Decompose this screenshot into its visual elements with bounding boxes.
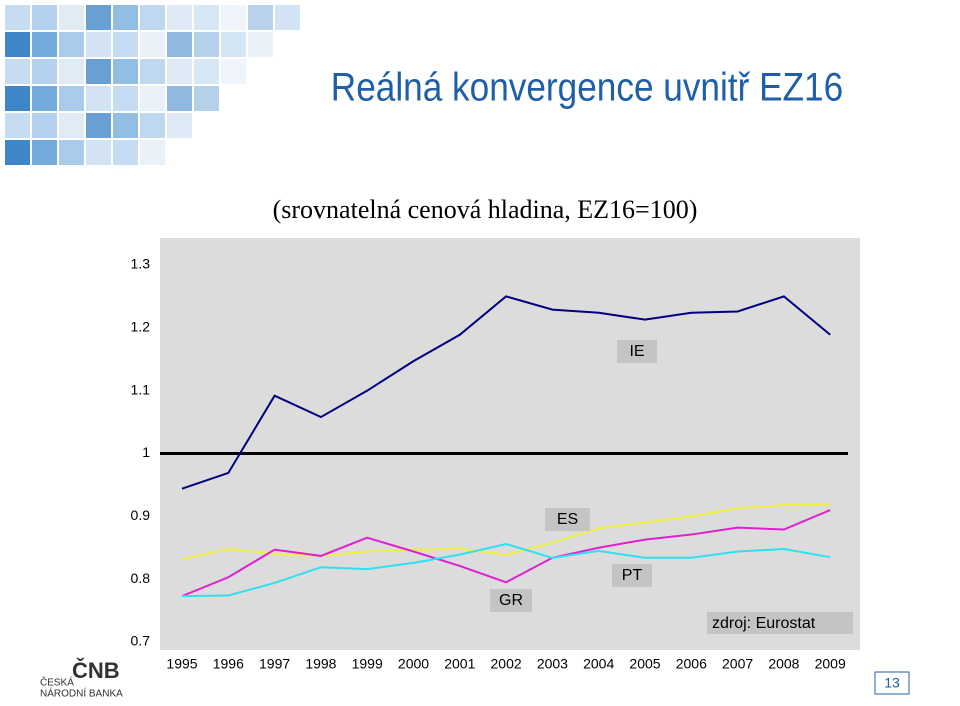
deco-square: [113, 113, 138, 138]
deco-square: [113, 140, 138, 165]
y-tick-label: 1.3: [131, 256, 151, 272]
deco-square: [167, 59, 192, 84]
deco-square: [221, 32, 246, 57]
x-tick-label: 2003: [537, 656, 568, 672]
x-tick-label: 2007: [722, 656, 753, 672]
annotation-box: [707, 612, 853, 634]
deco-square: [140, 5, 165, 30]
x-tick-label: 2001: [444, 656, 475, 672]
deco-square: [86, 113, 111, 138]
deco-square: [32, 86, 57, 111]
x-tick-label: 2004: [583, 656, 614, 672]
y-tick-label: 1.2: [131, 319, 151, 335]
deco-square: [194, 86, 219, 111]
x-tick-label: 2002: [491, 656, 522, 672]
x-tick-label: 2000: [398, 656, 429, 672]
series-line: [181, 503, 831, 561]
deco-square: [5, 86, 30, 111]
deco-square: [86, 86, 111, 111]
x-tick-label: 2006: [676, 656, 707, 672]
label-box: [612, 564, 652, 587]
page-box: [874, 671, 910, 695]
plot-area: [160, 238, 860, 650]
deco-square: [59, 59, 84, 84]
series-label: ES: [557, 511, 578, 528]
deco-square: [113, 86, 138, 111]
series-line: [181, 542, 831, 598]
deco-square: [194, 5, 219, 30]
deco-square: [59, 32, 84, 57]
deco-square: [275, 5, 300, 30]
deco-square: [59, 5, 84, 30]
deco-square: [5, 113, 30, 138]
x-tick-label: 2008: [768, 656, 799, 672]
x-tick-label: 1996: [213, 656, 244, 672]
deco-square: [221, 59, 246, 84]
logo-mark: ČNB: [72, 658, 120, 683]
x-tick-label: 1997: [259, 656, 290, 672]
deco-square: [86, 59, 111, 84]
deco-square: [59, 86, 84, 111]
deco-square: [5, 140, 30, 165]
deco-square: [221, 5, 246, 30]
deco-square: [32, 32, 57, 57]
y-tick-label: 1: [142, 444, 150, 460]
deco-square: [140, 32, 165, 57]
decoration: [5, 5, 300, 165]
deco-square: [5, 59, 30, 84]
y-tick-label: 1.1: [131, 381, 151, 397]
logo-text: NÁRODNÍ BANKA: [40, 687, 123, 700]
x-tick-label: 1998: [305, 656, 336, 672]
series-line: [181, 509, 831, 598]
series-label: IE: [629, 343, 644, 360]
deco-square: [167, 86, 192, 111]
deco-square: [140, 86, 165, 111]
x-tick-label: 1999: [352, 656, 383, 672]
series-label: GR: [499, 592, 523, 609]
deco-square: [32, 59, 57, 84]
deco-square: [113, 32, 138, 57]
y-tick-label: 0.8: [131, 570, 151, 586]
deco-square: [140, 59, 165, 84]
deco-square: [5, 5, 30, 30]
deco-square: [140, 140, 165, 165]
label-box: [545, 508, 590, 531]
deco-square: [194, 59, 219, 84]
deco-square: [113, 59, 138, 84]
x-tick-label: 2009: [815, 656, 846, 672]
deco-square: [167, 32, 192, 57]
label-box: [490, 589, 532, 612]
deco-square: [140, 113, 165, 138]
deco-square: [59, 113, 84, 138]
deco-square: [5, 32, 30, 57]
deco-square: [86, 5, 111, 30]
deco-square: [194, 32, 219, 57]
deco-square: [248, 5, 273, 30]
x-tick-label: 1995: [166, 656, 197, 672]
label-box: [617, 340, 657, 363]
chart-title: Reálná konvergence uvnitř EZ16: [331, 64, 843, 109]
chart-subtitle: (srovnatelná cenová hladina, EZ16=100): [273, 195, 698, 224]
deco-square: [32, 5, 57, 30]
deco-square: [59, 140, 84, 165]
series-label: PT: [622, 567, 643, 584]
x-tick-label: 2005: [629, 656, 660, 672]
series-line: [181, 295, 831, 490]
deco-square: [167, 113, 192, 138]
deco-square: [32, 113, 57, 138]
y-tick-label: 0.9: [131, 507, 151, 523]
deco-square: [248, 32, 273, 57]
y-tick-label: 0.7: [131, 633, 151, 649]
deco-square: [86, 140, 111, 165]
page-number: 13: [884, 675, 900, 691]
deco-square: [113, 5, 138, 30]
annotation: zdroj: Eurostat: [712, 615, 816, 632]
deco-square: [86, 32, 111, 57]
logo-text: ČESKÁ: [40, 676, 74, 689]
deco-square: [32, 140, 57, 165]
deco-square: [167, 5, 192, 30]
